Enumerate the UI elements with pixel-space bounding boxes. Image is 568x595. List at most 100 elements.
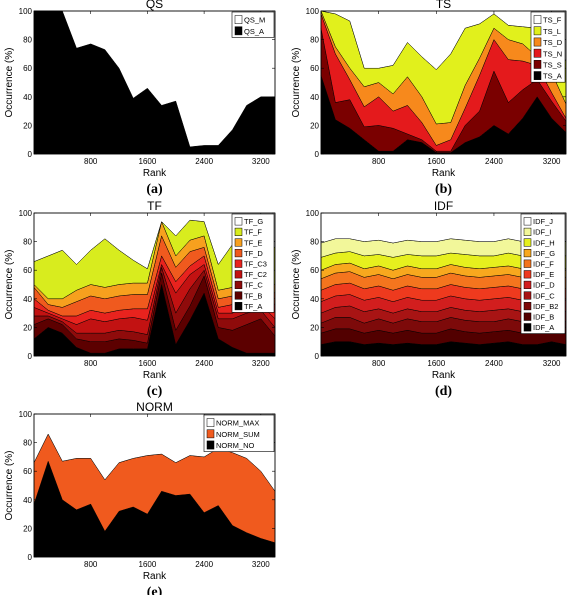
y-tick-label: 80 [310,238,319,247]
y-tick-label: 0 [315,150,320,159]
legend-label-norm-sum: NORM_SUM [216,430,260,439]
chart-panel-tf: 0 20 40 60 80 100 800 1600 2400 3200 TF Rank Occurre… [4,199,276,399]
legend-swatch-tf-a [234,302,243,311]
panel-label: (c) [147,384,163,399]
x-tick-label: 3200 [543,359,561,368]
legend-label-tf-a: TF_A [244,302,262,311]
y-tick-label: 100 [19,209,33,218]
x-tick-label: 3200 [252,359,270,368]
panel-label: (b) [435,182,452,197]
legend-swatch-idf-c [523,291,532,300]
x-axis-label: Rank [432,168,456,179]
legend-swatch-ts-n [533,48,542,58]
legend-swatch-tf-c [234,280,243,289]
legend-swatch-tf-b [234,291,243,300]
y-tick-label: 100 [306,209,320,218]
legend-swatch-norm-no [206,440,215,450]
chart-title: NORM [136,400,173,414]
x-tick-label: 1600 [427,359,445,368]
legend-swatch-ts-a [533,71,542,80]
legend-label-idf-c: IDF_C [533,291,555,300]
legend-label-idf-d: IDF_D [533,281,555,290]
legend-label-ts-d: TS_D [543,38,563,47]
legend-swatch-idf-f [523,259,532,268]
legend-label-tf-b: TF_B [244,291,262,300]
legend-swatch-idf-i [523,227,532,236]
legend-label-norm-max: NORM_MAX [216,419,259,428]
chart-panel-qs: 0 20 40 60 80 100 800 1600 2400 3200 QS Rank Occurre… [4,0,276,197]
x-tick-label: 800 [84,157,98,166]
y-tick-label: 80 [23,238,32,247]
x-tick-label: 3200 [252,560,270,569]
x-tick-label: 2400 [195,157,213,166]
legend-label-qs-m: QS_M [244,16,265,25]
legend-label-qs-a: QS_A [244,27,264,36]
chart-title: TS [436,0,451,11]
y-axis-label: Occurrence (%) [4,47,15,117]
y-axis-label: Occurrence (%) [291,47,302,117]
plot-frame [320,10,567,155]
x-tick-label: 2400 [485,359,503,368]
legend-label-idf-j: IDF_J [533,217,553,226]
legend-swatch-idf-a [523,323,532,332]
x-axis-label: Rank [432,370,456,381]
y-tick-label: 100 [19,7,33,16]
y-tick-label: 40 [310,93,319,102]
y-tick-label: 20 [310,121,319,130]
legend-swatch-idf-b [523,312,532,321]
legend-swatch-tf-e [234,238,243,247]
legend-swatch-qs-a [234,26,243,36]
y-tick-label: 100 [19,410,33,419]
x-tick-label: 800 [372,157,386,166]
panel-label: (d) [435,384,452,399]
legend-label-idf-i: IDF_I [533,228,551,237]
y-tick-label: 80 [23,36,32,45]
x-tick-label: 2400 [485,157,503,166]
legend-label-ts-l: TS_L [543,27,561,36]
y-tick-label: 0 [28,553,33,562]
y-tick-label: 60 [23,467,32,476]
legend-label-tf-c: TF_C [244,281,263,290]
plot-frame [33,212,276,357]
chart-panel-idf: 0 20 40 60 80 100 800 1600 2400 3200 IDF Rank Occurr… [291,199,567,399]
x-tick-label: 1600 [139,359,157,368]
y-tick-label: 40 [310,295,319,304]
legend-swatch-idf-e [523,270,532,279]
legend-label-idf-f: IDF_F [533,260,554,269]
legend-swatch-idf-j [523,217,532,226]
y-tick-label: 80 [310,36,319,45]
legend-swatch-idf-h [523,238,532,247]
x-axis-label: Rank [143,168,167,179]
legend-swatch-idf-b2 [523,302,532,311]
panel-label: (e) [147,585,163,595]
legend-label-idf-e: IDF_E [533,270,554,279]
legend-swatch-ts-d [533,37,542,47]
y-tick-label: 20 [23,121,32,130]
legend-swatch-idf-d [523,280,532,289]
y-tick-label: 60 [23,64,32,73]
chart-title: TF [147,199,162,213]
legend-label-tf-e: TF_E [244,238,262,247]
chart-panel-ts: 0 20 40 60 80 100 800 1600 2400 3200 TS Rank Occurre… [291,0,567,197]
legend: NORM_MAX NORM_SUM NORM_NO [203,414,275,452]
legend-label-ts-n: TS_N [543,49,562,58]
legend-swatch-tf-g [234,217,243,226]
legend: QS_M QS_A [231,11,275,38]
x-axis-label: Rank [143,571,167,582]
y-tick-label: 20 [310,323,319,332]
plot-frame [33,10,276,155]
y-tick-label: 60 [310,266,319,275]
y-tick-label: 20 [23,524,32,533]
legend-swatch-ts-l [533,26,542,36]
y-axis-label: Occurrence (%) [4,450,15,520]
legend-label-tf-c2: TF_C2 [244,270,267,279]
legend-label-idf-b: IDF_B [533,313,554,322]
legend-swatch-norm-sum [206,429,215,439]
legend-swatch-tf-c2 [234,270,243,279]
legend-box [203,414,275,452]
y-tick-label: 40 [23,496,32,505]
legend-label-idf-b2: IDF_B2 [533,302,558,311]
legend-label-idf-h: IDF_H [533,238,555,247]
